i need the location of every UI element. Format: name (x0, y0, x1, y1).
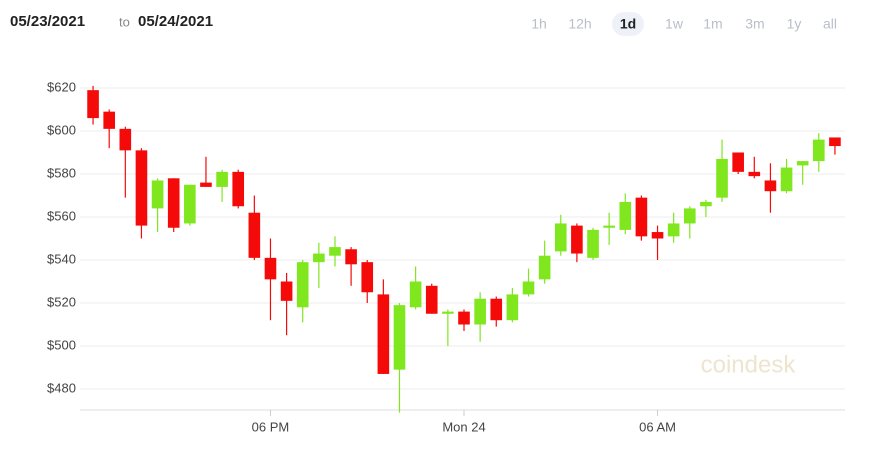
candle-body (103, 111, 115, 129)
candle-body (167, 178, 180, 228)
range-selected-bg (612, 12, 644, 36)
candle-body (813, 139, 825, 162)
candle-body (248, 212, 261, 258)
candle-body (119, 128, 132, 151)
range-button[interactable]: 12h (568, 16, 591, 32)
candle-body (522, 281, 535, 295)
candle-body (538, 255, 551, 280)
candle-body (409, 281, 422, 308)
range-button[interactable]: all (823, 16, 837, 32)
range-button[interactable]: 1h (531, 16, 547, 32)
candle-body (458, 311, 470, 325)
candle-body (780, 167, 793, 192)
grid: $480 $500 $520 $540 $560 $580 $600 $620 06 PM Mon… (47, 79, 845, 434)
x-tick-label: 06 PM (252, 419, 290, 434)
candle-body (135, 150, 148, 226)
candles (87, 85, 841, 413)
candle-body (796, 161, 809, 166)
candle-body (490, 298, 503, 321)
y-tick-label: $480 (47, 380, 76, 395)
y-tick-label: $520 (47, 294, 76, 309)
candle-body (619, 201, 632, 230)
range-button[interactable]: 1y (787, 16, 802, 32)
range-button[interactable]: 1d (620, 16, 636, 32)
range-button[interactable]: 1m (703, 16, 722, 32)
y-tick-label: $500 (47, 337, 76, 352)
candle-body (345, 249, 357, 265)
candle-body (280, 281, 293, 301)
candle-body (748, 171, 761, 177)
candle-body (764, 180, 777, 192)
candle-body (667, 223, 680, 237)
candle-body (716, 158, 728, 198)
x-tick-label: 06 AM (639, 419, 676, 434)
candle-body (264, 257, 277, 280)
date-from[interactable]: 05/23/2021 (10, 13, 85, 30)
candle-body (361, 262, 374, 293)
y-tick-label: $580 (47, 165, 76, 180)
candle-body (442, 311, 454, 314)
candle-body (200, 182, 212, 187)
range-button[interactable]: 1w (665, 16, 684, 32)
candle-body (603, 225, 615, 228)
candle-body (313, 253, 325, 263)
candle-body (651, 232, 664, 239)
candle-body (587, 229, 599, 258)
candle-body (393, 305, 406, 370)
candle-body (635, 197, 648, 237)
y-tick-label: $600 (47, 122, 76, 137)
y-tick-label: $540 (47, 251, 76, 266)
candle-body (377, 294, 390, 374)
candle-body (216, 171, 228, 187)
candle-body (474, 298, 486, 325)
candle-body (296, 262, 309, 308)
candle-body (732, 152, 744, 172)
candle-body (571, 225, 583, 254)
candle-body (232, 171, 245, 207)
candle-body (87, 90, 99, 119)
range-button[interactable]: 3m (745, 16, 764, 32)
candle-body (184, 184, 196, 224)
date-to-word: to (119, 14, 130, 29)
watermark: coindesk (701, 351, 797, 378)
candle-body (425, 285, 438, 314)
candle-body (329, 247, 341, 256)
x-tick-label: Mon 24 (442, 419, 485, 434)
candle-body (683, 208, 696, 224)
range-selector: 1h 12h 1d 1w 1m 3m 1y all (531, 12, 837, 36)
candle-body (151, 180, 164, 209)
candle-body (829, 137, 841, 147)
candle-body (506, 294, 519, 321)
y-tick-label: $620 (47, 79, 76, 94)
y-tick-label: $560 (47, 208, 76, 223)
date-to[interactable]: 05/24/2021 (138, 13, 213, 30)
candle-body (700, 201, 712, 207)
candle-body (554, 223, 567, 252)
